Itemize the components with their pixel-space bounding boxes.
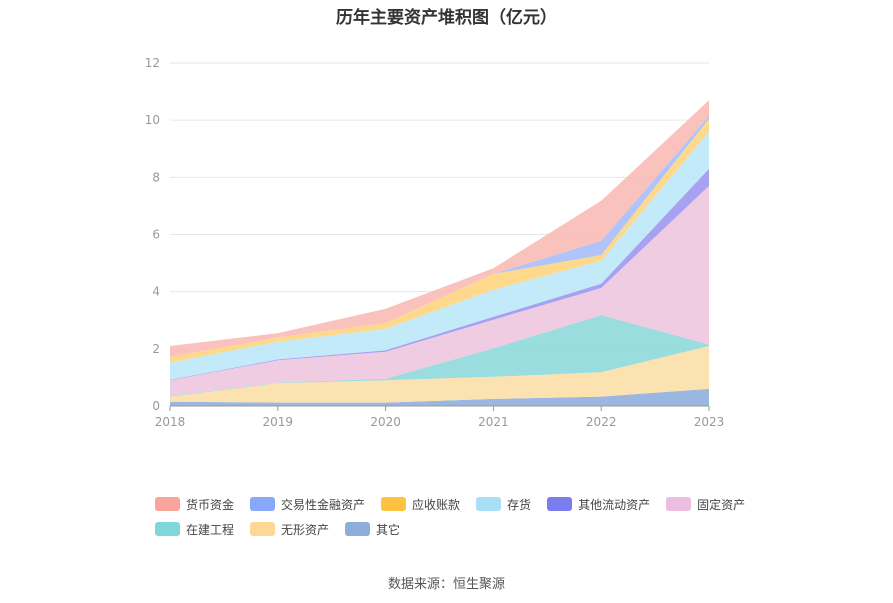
y-tick-label: 0 [152,399,160,413]
legend-swatch [666,497,692,511]
legend-item[interactable]: 在建工程 [155,521,234,537]
data-source: 数据来源：恒生聚源 [387,577,505,592]
y-tick-label: 6 [152,228,160,242]
legend-label: 其他流动资产 [578,497,651,512]
legend-label: 货币资金 [186,497,235,512]
legend-label: 应收账款 [412,497,461,512]
legend-item[interactable]: 应收账款 [381,496,460,512]
legend-label: 交易性金融资产 [281,497,366,512]
legend-swatch [250,522,276,536]
x-tick-label: 2023 [694,415,725,429]
area-series-0 [170,388,709,406]
legend-swatch [250,497,276,511]
legend-item[interactable]: 存货 [476,496,531,512]
chart-title: 历年主要资产堆积图（亿元） [336,8,557,28]
axes: 0 2 4 6 8 10 12 2018 2019 2020 2021 2022 2023 [145,56,725,429]
area-series-8 [170,100,709,357]
x-tick-label: 2021 [478,415,509,429]
area-series-3 [170,185,709,396]
legend-swatch [155,522,180,536]
x-tick-label: 2018 [155,415,186,429]
legend-item[interactable]: 其它 [345,521,400,537]
legend-label: 固定资产 [697,497,746,512]
legend-label: 在建工程 [186,522,235,537]
legend-item[interactable]: 固定资产 [666,496,745,512]
x-tick-label: 2019 [263,415,294,429]
legend-item[interactable]: 其他流动资产 [547,496,650,512]
y-tick-label: 2 [152,342,160,356]
legend-item[interactable]: 货币资金 [155,496,234,512]
area-series [170,100,709,406]
area-series-2 [170,315,709,397]
legend-swatch [345,522,371,536]
legend-label: 其它 [376,522,401,537]
legend-swatch [476,497,502,511]
x-tick-label: 2022 [586,415,617,429]
area-series-5 [170,131,709,380]
legend-label: 存货 [507,497,532,512]
area-series-1 [170,346,709,403]
y-tick-label: 10 [145,113,160,127]
y-tick-label: 8 [152,170,160,184]
x-tick-label: 2020 [370,415,401,429]
legend-swatch [547,497,573,511]
y-tick-label: 4 [152,285,160,299]
stacked-area-chart: 0 2 4 6 8 10 12 2018 2019 2020 2021 2022 2023 [145,56,725,429]
legend-item[interactable]: 无形资产 [250,521,329,537]
legend-swatch [155,497,180,511]
y-tick-label: 12 [145,56,160,70]
legend-swatch [381,497,407,511]
chart-legend: 货币资金 交易性金融资产 应收账款 存货 其他流动资产 固定资产在建工程 无形资产 其它 [155,496,795,537]
legend-item[interactable]: 交易性金融资产 [250,496,365,512]
legend-label: 无形资产 [281,522,330,537]
